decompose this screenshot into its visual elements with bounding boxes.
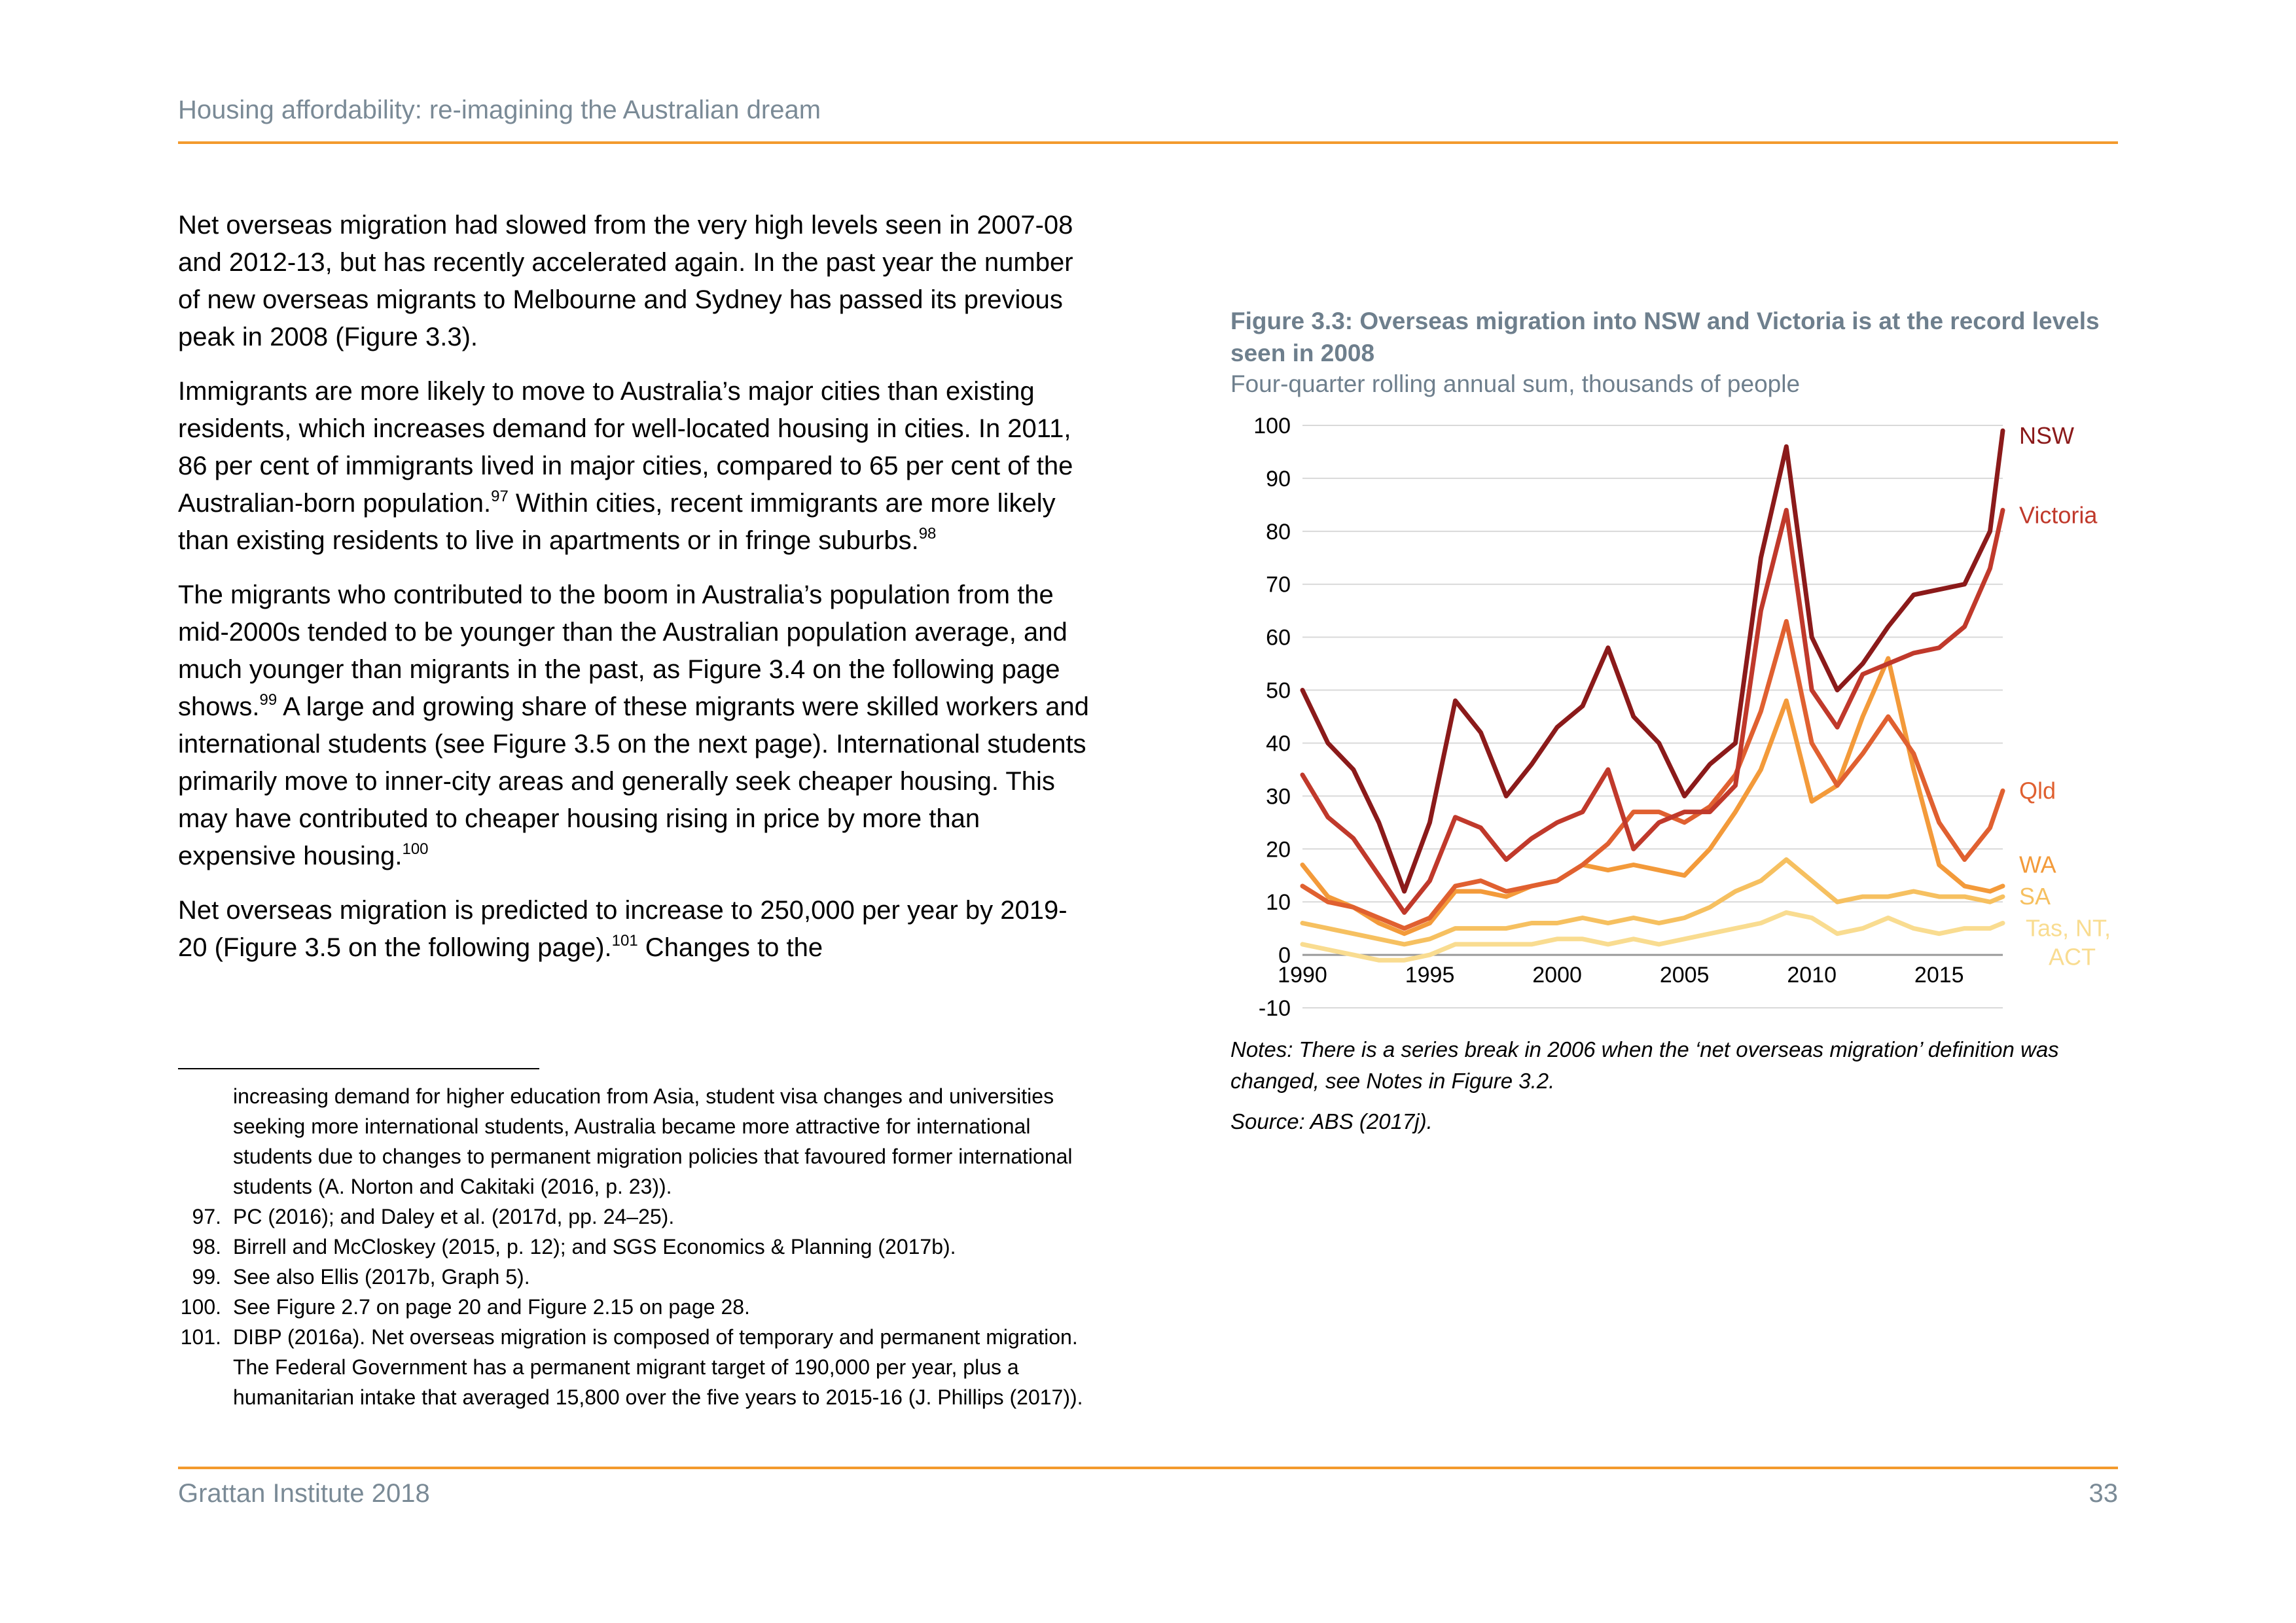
series-line-qld xyxy=(1300,618,2005,931)
series-line-wa xyxy=(1300,656,2005,936)
footnote-text: increasing demand for higher education f… xyxy=(233,1084,1073,1198)
paragraph-1: Net overseas migration had slowed from t… xyxy=(178,211,1073,351)
x-tick-label: 2015 xyxy=(1914,963,1964,988)
header-rule xyxy=(178,141,2118,144)
series-label-nsw: NSW xyxy=(2019,422,2074,449)
footnote-ref-97[interactable]: 97 xyxy=(491,488,509,505)
figure-source: Source: ABS (2017j). xyxy=(1230,1109,1433,1133)
page-number: 33 xyxy=(2089,1479,2119,1508)
footnote-ref-101[interactable]: 101 xyxy=(611,932,638,950)
y-tick-label: 50 xyxy=(1266,679,1291,704)
series-label-tas-nt-act: Tas, NT, ACT xyxy=(2026,915,2111,971)
footnote-text: Birrell and McCloskey (2015, p. 12); and… xyxy=(233,1235,956,1258)
footnote-text: DIBP (2016a). Net overseas migration is … xyxy=(233,1325,1083,1409)
series-label-qld: Qld xyxy=(2019,777,2056,804)
footnote-rule xyxy=(178,1068,539,1069)
footnotes: increasing demand for higher education f… xyxy=(178,1081,1107,1412)
figure-notes: Notes: There is a series break in 2006 w… xyxy=(1230,1034,2134,1147)
x-tick-label: 2005 xyxy=(1660,963,1710,988)
y-tick-label: -10 xyxy=(1259,996,1291,1021)
y-tick-label: 0 xyxy=(1278,943,1291,968)
footnote-number: 100. xyxy=(180,1295,221,1319)
series-line-tas-nt-act xyxy=(1300,910,2005,963)
figure-title: Figure 3.3: Overseas migration into NSW … xyxy=(1230,308,2100,366)
paragraph-3: The migrants who contributed to the boom… xyxy=(178,577,1094,875)
series-line-nsw xyxy=(1300,428,2005,894)
y-tick-label: 10 xyxy=(1266,890,1291,915)
paragraph-2-text: Immigrants are more likely to move to Au… xyxy=(178,377,1073,518)
paragraph-4-text: Net overseas migration is predicted to i… xyxy=(178,896,1067,962)
body-text: Net overseas migration had slowed from t… xyxy=(178,207,1094,984)
footnote-number: 98. xyxy=(192,1235,221,1258)
footnote-number: 99. xyxy=(192,1265,221,1289)
footnote-101: 101. DIBP (2016a). Net overseas migration… xyxy=(178,1322,1107,1412)
paragraph-2: Immigrants are more likely to move to Au… xyxy=(178,373,1094,560)
paragraph-4-text-cont: Changes to the xyxy=(637,933,823,962)
footnote-text: PC (2016); and Daley et al. (2017d, pp. … xyxy=(233,1205,675,1228)
paragraph-3-text: The migrants who contributed to the boom… xyxy=(178,580,1067,721)
x-tick-label: 1995 xyxy=(1405,963,1455,988)
footer-rule xyxy=(178,1467,2118,1469)
paragraph-2-text-cont: Within cities, recent immigrants are mor… xyxy=(178,489,1056,555)
y-tick-label: 80 xyxy=(1266,520,1291,544)
footnote-text: See also Ellis (2017b, Graph 5). xyxy=(233,1265,530,1289)
figure-notes-text: Notes: There is a series break in 2006 w… xyxy=(1230,1037,2059,1093)
paragraph-3-text-cont: A large and growing share of these migra… xyxy=(178,692,1089,870)
y-tick-label: 60 xyxy=(1266,626,1291,651)
paragraph-4: Net overseas migration is predicted to i… xyxy=(178,892,1094,967)
y-tick-label: 90 xyxy=(1266,467,1291,491)
footnote-98: 98. Birrell and McCloskey (2015, p. 12); … xyxy=(178,1232,1107,1262)
footnote-ref-99[interactable]: 99 xyxy=(259,691,278,709)
y-tick-label: 20 xyxy=(1266,837,1291,862)
series-line-victoria xyxy=(1300,508,2005,915)
footnote-ref-100[interactable]: 100 xyxy=(402,840,429,858)
y-tick-label: 70 xyxy=(1266,573,1291,597)
footnote-number xyxy=(178,1081,233,1202)
footnote-100: 100. See Figure 2.7 on page 20 and Figure… xyxy=(178,1292,1107,1322)
x-tick-label: 1990 xyxy=(1278,963,1327,988)
footer-publisher: Grattan Institute 2018 xyxy=(178,1479,430,1508)
migration-line-chart: -10 0 10 20 30 40 50 60 70 80 90 100 1990 1995 2000 200… xyxy=(1253,414,2111,1021)
y-tick-label: 30 xyxy=(1266,784,1291,809)
footnote-97: 97. PC (2016); and Daley et al. (2017d, p… xyxy=(178,1202,1107,1232)
figure-subtitle: Four-quarter rolling annual sum, thousan… xyxy=(1230,370,1801,397)
footnote-number: 97. xyxy=(192,1205,221,1228)
running-header: Housing affordability: re-imagining the … xyxy=(178,96,821,124)
footnote-99: 99. See also Ellis (2017b, Graph 5). xyxy=(178,1262,1107,1292)
footnote-ref-98[interactable]: 98 xyxy=(918,525,937,543)
footnote-number: 101. xyxy=(180,1325,221,1349)
series-label-wa: WA xyxy=(2019,851,2056,878)
y-tick-label: 40 xyxy=(1266,731,1291,756)
x-tick-label: 2010 xyxy=(1787,963,1837,988)
series-label-victoria: Victoria xyxy=(2019,502,2098,529)
footnote-continued: increasing demand for higher education f… xyxy=(178,1081,1107,1202)
series-label-sa: SA xyxy=(2019,883,2051,910)
footnote-text: See Figure 2.7 on page 20 and Figure 2.1… xyxy=(233,1295,750,1319)
y-tick-label: 100 xyxy=(1253,414,1291,438)
x-tick-label: 2000 xyxy=(1532,963,1582,988)
series-line-sa xyxy=(1300,857,2005,947)
